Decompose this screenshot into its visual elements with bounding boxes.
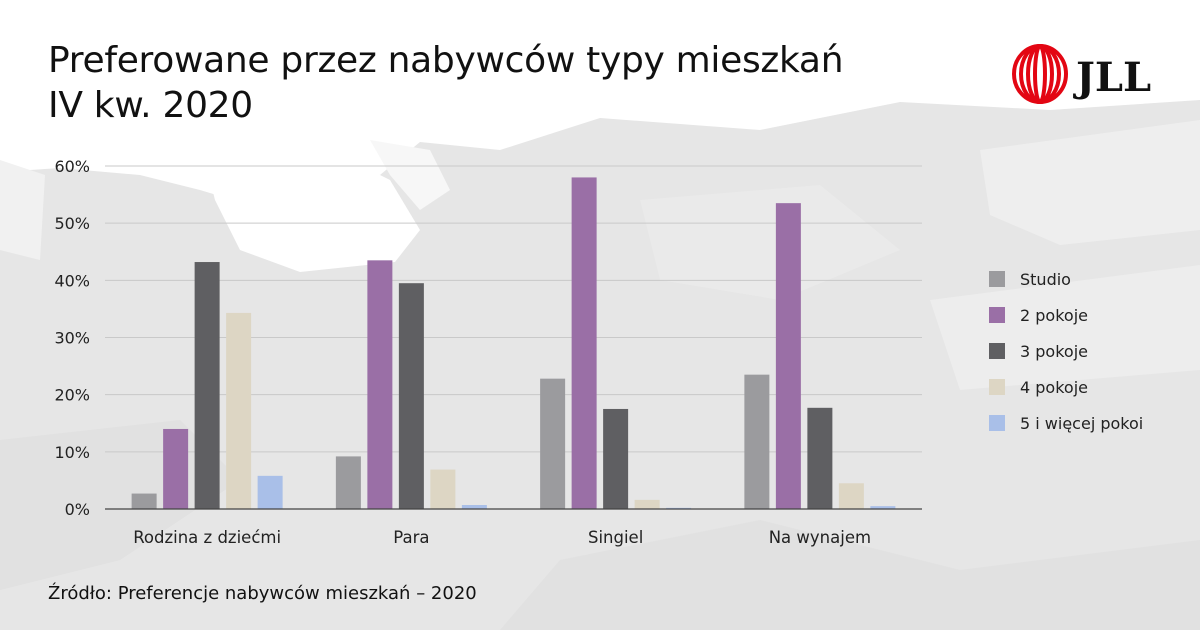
- y-tick-label: 30%: [54, 329, 90, 348]
- source-note: Źródło: Preferencje nabywców mieszkań – …: [48, 583, 477, 604]
- bar: [163, 428, 189, 509]
- legend-label: 5 i więcej pokoi: [1020, 414, 1143, 433]
- x-tick-label: Na wynajem: [769, 528, 871, 547]
- bar: [194, 262, 220, 509]
- bar: [367, 260, 393, 509]
- bar: [461, 504, 487, 509]
- legend-item: Studio: [989, 270, 1071, 289]
- bar: [398, 283, 424, 509]
- bar: [131, 493, 157, 509]
- legend-item: 5 i więcej pokoi: [989, 414, 1143, 433]
- bar: [838, 483, 864, 509]
- legend-swatch: [989, 379, 1005, 395]
- legend-label: 4 pokoje: [1020, 378, 1088, 397]
- chart-title: Preferowane przez nabywców typy mieszkań…: [48, 38, 844, 128]
- bar: [540, 378, 566, 509]
- legend-swatch: [989, 415, 1005, 431]
- bar: [744, 374, 770, 509]
- jll-helix-icon: [1012, 44, 1068, 104]
- legend-item: 3 pokoje: [989, 342, 1088, 361]
- y-tick-label: 60%: [54, 157, 90, 176]
- legend-label: Studio: [1020, 270, 1071, 289]
- legend-item: 4 pokoje: [989, 378, 1088, 397]
- legend-swatch: [989, 271, 1005, 287]
- bar: [257, 475, 283, 509]
- x-axis-tick-labels: Rodzina z dziećmi Para Singiel Na wynajem: [133, 528, 871, 547]
- y-tick-label: 10%: [54, 443, 90, 462]
- legend-label: 3 pokoje: [1020, 342, 1088, 361]
- legend: Studio 2 pokoje 3 pokoje 4 pokoje 5 i więcej…: [989, 270, 1143, 433]
- bar: [634, 499, 660, 509]
- legend-swatch: [989, 307, 1005, 323]
- y-tick-label: 0%: [65, 500, 90, 519]
- bar: [603, 408, 629, 509]
- legend-swatch: [989, 343, 1005, 359]
- chart-title-line1: Preferowane przez nabywców typy mieszkań: [48, 40, 844, 81]
- bar: [226, 312, 252, 509]
- x-tick-label: Para: [393, 528, 429, 547]
- legend-label: 2 pokoje: [1020, 306, 1088, 325]
- x-tick-label: Rodzina z dziećmi: [133, 528, 281, 547]
- x-tick-label: Singiel: [588, 528, 643, 547]
- bar: [571, 177, 597, 509]
- legend-item: 2 pokoje: [989, 306, 1088, 325]
- chart-title-line2: IV kw. 2020: [48, 85, 253, 126]
- bar: [870, 506, 896, 509]
- bar: [335, 456, 361, 509]
- jll-logo: JLL: [1012, 44, 1151, 104]
- y-tick-label: 40%: [54, 271, 90, 290]
- y-tick-label: 50%: [54, 214, 90, 233]
- y-tick-label: 20%: [54, 386, 90, 405]
- bar: [807, 407, 833, 509]
- jll-logo-text: JLL: [1073, 54, 1151, 101]
- bar: [430, 469, 456, 509]
- bars: [131, 177, 896, 510]
- y-axis-tick-labels: 0% 10% 20% 30% 40% 50% 60%: [54, 157, 90, 519]
- bar: [775, 203, 801, 510]
